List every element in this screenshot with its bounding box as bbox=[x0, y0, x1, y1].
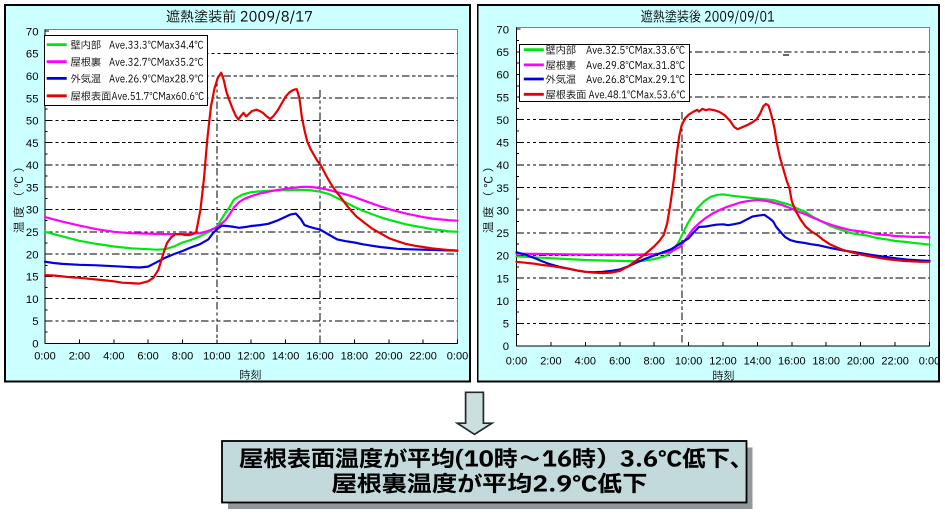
svg-text:20:00: 20:00 bbox=[847, 355, 875, 367]
svg-text:65: 65 bbox=[496, 47, 509, 59]
svg-text:16:00: 16:00 bbox=[778, 355, 806, 367]
svg-text:50: 50 bbox=[26, 116, 39, 128]
svg-text:40: 40 bbox=[496, 160, 509, 172]
svg-text:10: 10 bbox=[496, 296, 509, 308]
svg-text:0:00: 0:00 bbox=[447, 350, 468, 362]
svg-text:35: 35 bbox=[496, 183, 509, 195]
svg-text:14:00: 14:00 bbox=[272, 350, 300, 362]
svg-text:25: 25 bbox=[26, 227, 39, 239]
svg-text:0: 0 bbox=[503, 341, 509, 353]
svg-text:25: 25 bbox=[496, 228, 509, 240]
svg-text:22:00: 22:00 bbox=[881, 355, 909, 367]
svg-text:2:00: 2:00 bbox=[69, 350, 90, 362]
svg-text:5: 5 bbox=[503, 319, 509, 331]
svg-text:60: 60 bbox=[26, 71, 39, 83]
svg-text:30: 30 bbox=[26, 205, 39, 217]
svg-text:15: 15 bbox=[26, 272, 39, 284]
svg-text:8:00: 8:00 bbox=[643, 355, 664, 367]
svg-text:35: 35 bbox=[26, 182, 39, 194]
svg-text:10: 10 bbox=[26, 294, 39, 306]
svg-text:0:00: 0:00 bbox=[919, 355, 940, 367]
svg-text:55: 55 bbox=[26, 93, 39, 105]
svg-text:0:00: 0:00 bbox=[34, 350, 55, 362]
svg-text:20: 20 bbox=[26, 249, 39, 261]
svg-text:18:00: 18:00 bbox=[341, 350, 369, 362]
svg-text:45: 45 bbox=[496, 138, 509, 150]
svg-text:15: 15 bbox=[496, 273, 509, 285]
svg-text:14:00: 14:00 bbox=[744, 355, 772, 367]
svg-text:70: 70 bbox=[496, 24, 509, 36]
svg-text:6:00: 6:00 bbox=[609, 355, 630, 367]
svg-text:55: 55 bbox=[496, 92, 509, 104]
svg-text:4:00: 4:00 bbox=[103, 350, 124, 362]
svg-text:8:00: 8:00 bbox=[172, 350, 193, 362]
svg-text:2:00: 2:00 bbox=[540, 355, 561, 367]
svg-text:50: 50 bbox=[496, 115, 509, 127]
svg-text:40: 40 bbox=[26, 160, 39, 172]
svg-text:10:00: 10:00 bbox=[675, 355, 703, 367]
svg-text:0:00: 0:00 bbox=[506, 355, 527, 367]
svg-text:12:00: 12:00 bbox=[237, 350, 265, 362]
svg-text:20:00: 20:00 bbox=[375, 350, 403, 362]
svg-text:12:00: 12:00 bbox=[709, 355, 737, 367]
svg-text:30: 30 bbox=[496, 205, 509, 217]
svg-text:65: 65 bbox=[26, 49, 39, 61]
svg-text:22:00: 22:00 bbox=[409, 350, 437, 362]
svg-text:6:00: 6:00 bbox=[137, 350, 158, 362]
svg-text:18:00: 18:00 bbox=[812, 355, 840, 367]
svg-text:70: 70 bbox=[26, 26, 39, 38]
svg-text:5: 5 bbox=[32, 316, 38, 328]
svg-text:20: 20 bbox=[496, 251, 509, 263]
svg-text:0: 0 bbox=[32, 339, 38, 351]
svg-text:4:00: 4:00 bbox=[575, 355, 596, 367]
svg-text:45: 45 bbox=[26, 138, 39, 150]
svg-text:16:00: 16:00 bbox=[306, 350, 334, 362]
svg-text:10:00: 10:00 bbox=[203, 350, 231, 362]
svg-text:60: 60 bbox=[496, 70, 509, 82]
